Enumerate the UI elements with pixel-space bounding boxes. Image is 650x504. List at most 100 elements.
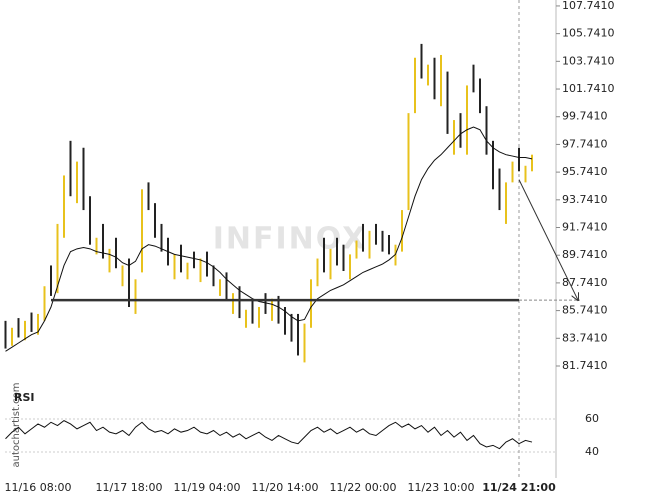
price-bar [95, 237, 98, 255]
price-bar [147, 182, 150, 211]
price-bar [401, 210, 403, 252]
price-bar [186, 262, 189, 280]
price-bar [193, 251, 195, 269]
price-bar [225, 272, 228, 301]
price-bar [37, 313, 39, 335]
price-bar [264, 293, 267, 314]
price-bar [511, 161, 514, 183]
price-bar [453, 120, 455, 155]
y-tick-label: 91.7410 [562, 221, 608, 234]
x-tick-label: 11/23 10:00 [408, 481, 475, 494]
price-bar [479, 78, 481, 114]
rsi-line [5, 420, 533, 450]
rsi-title: RSI [14, 391, 35, 404]
y-tick-label: 95.7410 [562, 165, 608, 178]
price-bar [388, 234, 390, 255]
price-bar [394, 244, 397, 266]
price-bar [290, 313, 293, 342]
price-bar [342, 244, 345, 272]
y-tick-label: 107.7410 [562, 0, 615, 12]
y-tick-label: 81.7410 [562, 359, 608, 372]
price-bar [30, 312, 33, 332]
x-tick-label: 11/20 14:00 [252, 481, 319, 494]
price-bar [498, 168, 501, 211]
y-tick-label: 99.7410 [562, 110, 608, 123]
price-bar [245, 309, 247, 328]
price-bar [472, 64, 475, 93]
price-bar [206, 251, 208, 277]
price-bar [271, 298, 273, 321]
x-tick-label: 11/19 04:00 [174, 481, 241, 494]
price-bar [316, 258, 319, 287]
price-bar [134, 279, 137, 314]
price-bar [310, 279, 312, 328]
price-bar [212, 265, 215, 287]
price-bar [69, 140, 72, 197]
y-tick-label: 83.7410 [562, 331, 608, 344]
y-tick-label: 85.7410 [562, 304, 608, 317]
price-bar [518, 147, 520, 172]
moving-average [5, 126, 533, 352]
price-bar [102, 223, 104, 259]
y-tick-label: 60 [585, 412, 599, 425]
price-bar [329, 248, 332, 280]
price-bar [219, 279, 221, 296]
price-bar [11, 327, 13, 346]
price-bar [459, 113, 462, 148]
price-bar [446, 71, 449, 134]
price-bar [128, 258, 130, 308]
price-bar [173, 254, 176, 280]
price-bar [323, 237, 325, 273]
y-tick-label: 97.7410 [562, 137, 608, 150]
y-tick-label: 89.7410 [562, 248, 608, 261]
price-bar [362, 223, 364, 252]
price-bar [407, 113, 410, 211]
price-bar [180, 244, 182, 273]
price-bar [349, 254, 351, 280]
price-bar [284, 307, 286, 335]
price-bar [381, 230, 384, 252]
price-bar [108, 248, 111, 273]
y-tick-label: 93.7410 [562, 193, 608, 206]
price-bar [297, 313, 299, 356]
price-bar [427, 64, 429, 86]
price-bar [440, 54, 442, 107]
y-tick-label: 105.7410 [562, 27, 615, 40]
source-text: autochartist.com [11, 383, 22, 468]
price-bar [433, 57, 436, 100]
x-tick-label: 11/16 08:00 [5, 481, 72, 494]
price-bar [466, 85, 468, 155]
price-bar [251, 300, 254, 324]
price-bar [115, 237, 117, 269]
price-bar [24, 320, 26, 341]
y-tick-label: 40 [585, 445, 599, 458]
x-tick-label: 11/24 21:00 [482, 481, 556, 494]
price-bar [50, 265, 52, 296]
price-bar [160, 223, 163, 252]
price-bar [414, 57, 416, 114]
price-bar [89, 196, 91, 245]
price-bar [277, 295, 280, 324]
price-bar [375, 223, 377, 245]
price-bar [4, 320, 7, 349]
price-bar [43, 286, 46, 321]
price-bar [199, 258, 202, 283]
price-bar [524, 165, 527, 183]
y-tick-label: 101.7410 [562, 82, 615, 95]
price-bar [505, 182, 507, 224]
price-bar [141, 189, 143, 273]
price-bar [82, 147, 85, 211]
price-bar [531, 154, 533, 172]
price-bar [303, 323, 306, 363]
price-bar [492, 140, 494, 190]
price-bar [368, 230, 371, 259]
price-bar [56, 223, 59, 294]
y-tick-label: 103.7410 [562, 54, 615, 67]
price-bar [336, 237, 338, 266]
y-tick-label: 87.7410 [562, 276, 608, 289]
forecast-arrow [518, 179, 578, 300]
price-bar [485, 106, 488, 155]
price-bar [121, 265, 124, 287]
watermark: INFINOX [213, 222, 368, 257]
